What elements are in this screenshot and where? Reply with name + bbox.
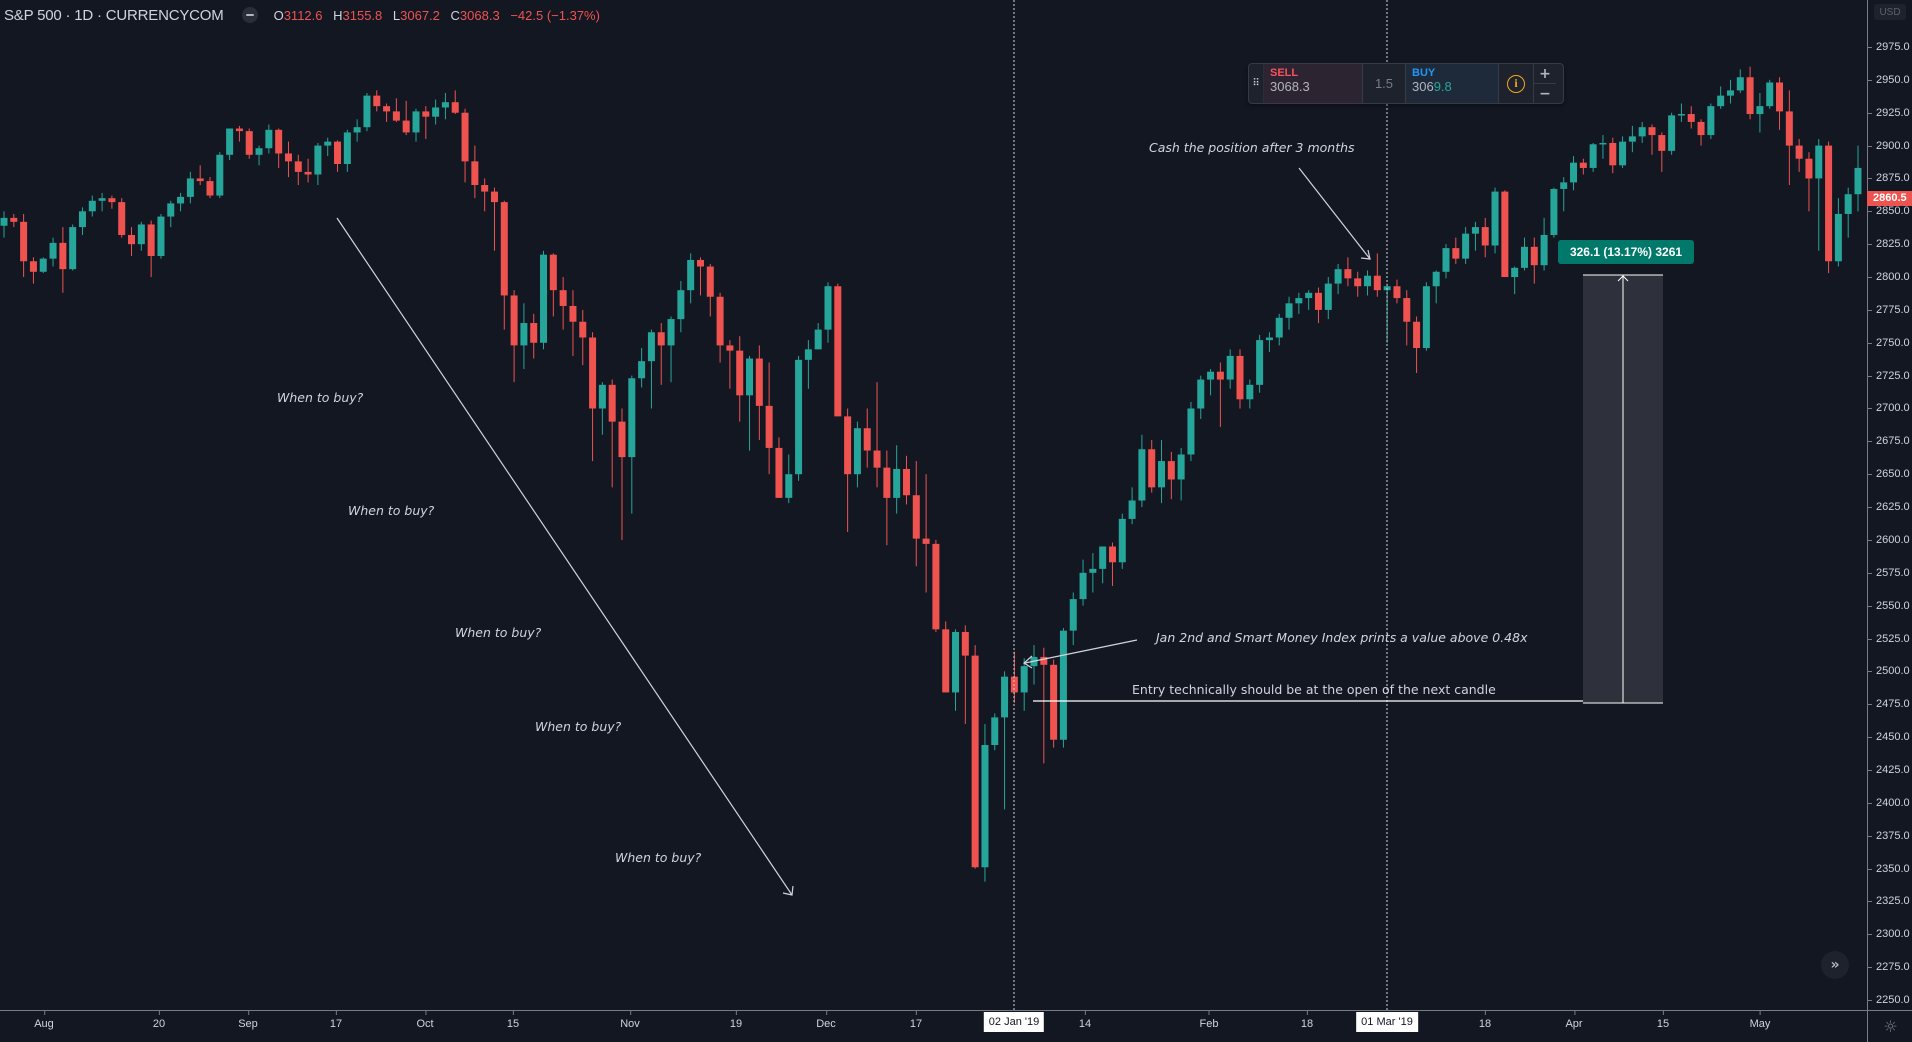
price-tick: 2575.0 [1868,566,1910,579]
info-icon: i [1507,74,1525,93]
price-tick: 2675.0 [1868,435,1910,448]
time-tick: Nov [620,1011,640,1030]
candles-layer [0,66,1862,882]
time-tick: Sep [238,1011,258,1030]
currency-label[interactable]: USD [1874,4,1906,20]
price-tick: 2975.0 [1868,41,1910,53]
time-tick: 18 [1478,1011,1492,1030]
time-tick: Apr [1565,1011,1583,1030]
symbol-title[interactable]: S&P 500 · 1D · CURRENCYCOM [4,6,224,24]
buy-price: 3069.8 [1412,79,1492,94]
hide-legend-icon[interactable] [241,7,258,23]
quantity-stepper: + − [1534,64,1556,103]
when-to-buy-note[interactable]: When to buy? [615,850,702,865]
price-tick: 2525.0 [1868,632,1910,645]
time-tick: May [1749,1011,1771,1030]
when-to-buy-note[interactable]: When to buy? [455,625,542,640]
price-tick: 2450.0 [1868,731,1910,744]
price-tick: 2325.0 [1868,895,1910,908]
price-tick: 2825.0 [1868,238,1910,251]
price-tick: 2950.0 [1868,73,1910,86]
price-tick: 2875.0 [1868,172,1910,185]
entry-note[interactable]: Entry technically should be at the open … [1132,682,1496,697]
measure-box[interactable] [1583,274,1663,704]
chart-legend: S&P 500 · 1D · CURRENCYCOM O3112.6 H3155… [4,4,607,26]
price-tick: 2550.0 [1868,599,1910,612]
sell-button[interactable]: SELL 3068.3 [1264,64,1363,103]
close-key: C [450,7,460,23]
minus-button[interactable]: − [1539,85,1551,102]
change-value: −42.5 (−1.37%) [510,7,600,23]
when-to-buy-note[interactable]: When to buy? [535,719,622,734]
time-tick: Aug [34,1011,54,1030]
price-tick: 2275.0 [1868,961,1910,974]
sell-label: SELL [1270,67,1299,79]
price-tick: 2400.0 [1868,796,1910,809]
time-tick: Feb [1199,1011,1219,1030]
plus-button[interactable]: + [1534,64,1556,84]
time-tick: 20 [152,1011,166,1030]
price-tick: 2750.0 [1868,336,1910,349]
candlestick-chart[interactable] [0,0,1867,1010]
when-to-buy-note[interactable]: When to buy? [348,503,435,518]
when-to-buy-note[interactable]: When to buy? [277,390,364,405]
price-tick: 2700.0 [1868,402,1910,415]
price-tick: 2350.0 [1868,862,1910,875]
buy-button[interactable]: BUY 3069.8 [1406,64,1499,103]
price-tick: 2900.0 [1868,139,1910,152]
time-tick: Oct [416,1011,434,1030]
jan-arrow[interactable] [1022,639,1138,669]
close-value: 3068.3 [459,7,500,23]
price-tick: 2300.0 [1868,928,1910,941]
high-value: 3155.8 [342,7,383,23]
time-axis[interactable]: Aug 20 Sep 17 Oct 15 Nov 19 Dec 17 14 Feb 18 18 Apr 15 M… [0,1010,1867,1042]
scroll-to-realtime-button[interactable]: » [1821,951,1849,979]
crosshair-date-label: 01 Mar '19 [1356,1012,1418,1032]
price-tick: 2775.0 [1868,303,1910,316]
price-tick: 2650.0 [1868,468,1910,481]
buy-price-highlight: 9.8 [1433,79,1452,94]
time-tick: 15 [1656,1011,1670,1030]
time-tick: 17 [329,1011,343,1030]
buy-price-prefix: 306 [1412,79,1434,94]
price-tick: 2500.0 [1868,665,1910,678]
sell-price: 3068.3 [1270,79,1310,94]
measure-label[interactable]: 326.1 (13.17%) 3261 [1558,240,1694,264]
buy-label: BUY [1412,67,1436,79]
ohlc-values: O3112.6 H3155.8 L3067.2 C3068.3 −42.5 (−… [274,8,607,23]
cash-note[interactable]: Cash the position after 3 months [1149,140,1355,155]
crosshair-date-label: 02 Jan '19 [983,1012,1045,1032]
settings-gear-icon[interactable]: ☼ [1867,1010,1912,1042]
time-tick: 17 [909,1011,923,1030]
time-tick: 19 [729,1011,743,1030]
high-key: H [333,7,343,23]
last-price-tag: 2860.5 [1867,190,1912,206]
time-tick: Dec [816,1011,836,1030]
low-key: L [392,7,401,23]
price-tick: 2475.0 [1868,698,1910,711]
price-tick: 2425.0 [1868,763,1910,776]
drag-handle-icon[interactable]: ⠿ [1249,64,1264,103]
price-tick: 2925.0 [1868,106,1910,119]
time-tick: 15 [506,1011,520,1030]
downtrend-arrow[interactable] [336,217,794,896]
open-key: O [273,7,284,23]
spread-value: 1.5 [1363,64,1406,103]
price-tick: 2625.0 [1868,501,1910,514]
time-tick: 14 [1078,1011,1092,1030]
open-value: 3112.6 [283,7,323,23]
price-tick: 2850.0 [1868,205,1910,218]
price-axis[interactable]: 2975.0 2950.0 2925.0 2900.0 2875.0 2850.0 2825… [1867,0,1912,1010]
cash-arrow[interactable] [1298,167,1371,260]
info-button[interactable]: i [1499,64,1534,103]
price-tick: 2725.0 [1868,369,1910,382]
price-tick: 2600.0 [1868,533,1910,546]
price-tick: 2800.0 [1868,271,1910,284]
jan-note[interactable]: Jan 2nd and Smart Money Index prints a v… [1156,630,1528,645]
buy-sell-panel: ⠿ SELL 3068.3 1.5 BUY 3069.8 i + − [1248,63,1564,104]
price-tick: 2375.0 [1868,829,1910,842]
price-tick: 2250.0 [1868,994,1910,1006]
time-tick: 18 [1300,1011,1314,1030]
low-value: 3067.2 [400,7,440,23]
